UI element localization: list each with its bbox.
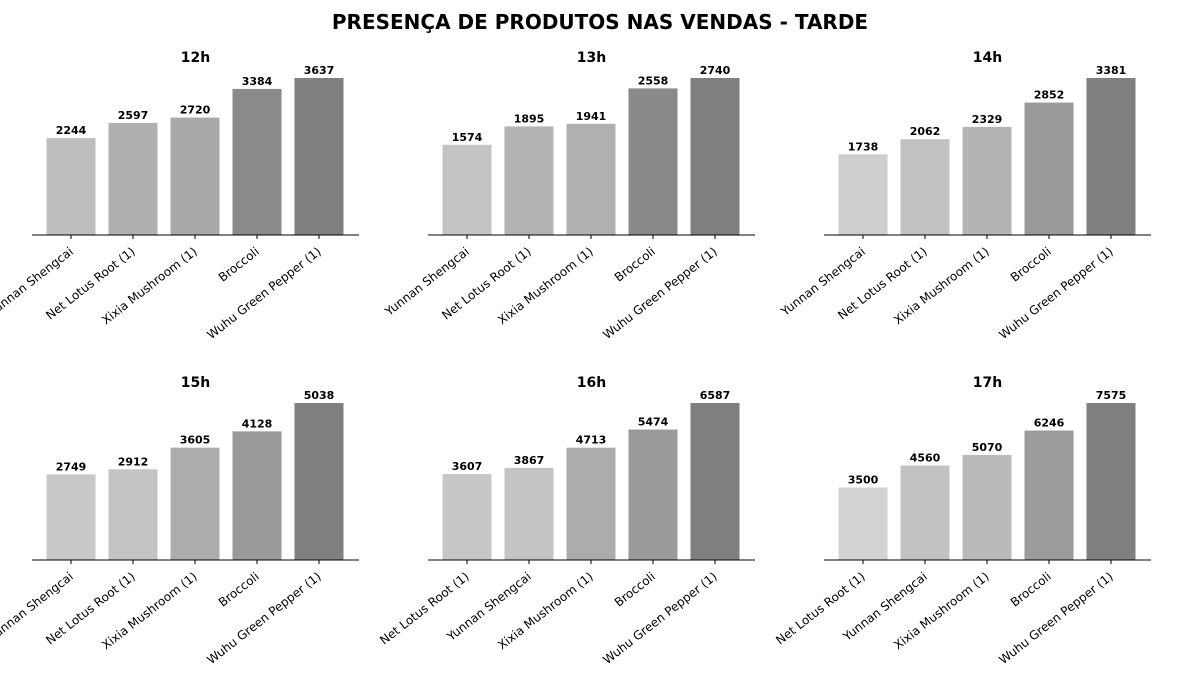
x-tick-label: Broccoli <box>612 569 658 609</box>
data-label: 3607 <box>452 460 483 473</box>
data-label: 2852 <box>1034 89 1065 102</box>
data-label: 4128 <box>242 417 273 430</box>
data-label: 2558 <box>638 74 669 87</box>
chart-title: 14h <box>973 50 1002 66</box>
chart-title: 13h <box>577 50 606 66</box>
x-tick-label: Wuhu Green Pepper (1) <box>204 569 324 667</box>
data-label: 1738 <box>848 140 879 153</box>
data-label: 2244 <box>56 124 87 137</box>
x-tick-label: Broccoli <box>1008 569 1054 609</box>
x-tick-label: Wuhu Green Pepper (1) <box>996 244 1116 342</box>
data-label: 5070 <box>972 441 1003 454</box>
data-label: 5038 <box>304 389 335 402</box>
data-label: 1941 <box>576 110 607 123</box>
bar-yunnan-shengcai <box>46 138 96 235</box>
bar-net-lotus-root-1 <box>108 469 158 560</box>
bar-yunnan-shengcai <box>504 467 554 560</box>
bar-net-lotus-root-1 <box>504 126 554 235</box>
bar-wuhu-green-pepper-1 <box>690 403 740 560</box>
chart-title: 16h <box>577 375 606 391</box>
data-label: 2740 <box>700 64 731 77</box>
data-label: 2912 <box>118 455 149 468</box>
bar-broccoli <box>1024 102 1074 235</box>
data-label: 3384 <box>242 75 273 88</box>
data-label: 1895 <box>514 112 545 125</box>
data-label: 2749 <box>56 460 87 473</box>
data-label: 4560 <box>910 451 941 464</box>
bar-yunnan-shengcai <box>46 474 96 560</box>
x-tick-label: Wuhu Green Pepper (1) <box>600 569 720 667</box>
data-label: 2329 <box>972 113 1003 126</box>
bar-wuhu-green-pepper-1 <box>1086 403 1136 560</box>
data-label: 5474 <box>638 416 669 429</box>
x-tick-label: Broccoli <box>216 569 262 609</box>
bar-broccoli <box>232 431 282 560</box>
bar-yunnan-shengcai <box>900 465 950 560</box>
data-label: 2597 <box>118 109 149 122</box>
bar-xixia-mushroom-1 <box>170 447 220 560</box>
bar-net-lotus-root-1 <box>838 487 888 560</box>
data-label: 3637 <box>304 64 335 77</box>
bar-net-lotus-root-1 <box>108 122 158 235</box>
bar-xixia-mushroom-1 <box>170 117 220 235</box>
x-tick-label: Broccoli <box>216 244 262 284</box>
data-label: 3500 <box>848 473 879 486</box>
bar-net-lotus-root-1 <box>442 474 492 560</box>
x-tick-label: Wuhu Green Pepper (1) <box>600 244 720 342</box>
bar-wuhu-green-pepper-1 <box>294 403 344 560</box>
chart-title: 15h <box>181 375 210 391</box>
bar-xixia-mushroom-1 <box>962 454 1012 560</box>
x-tick-label: Broccoli <box>612 244 658 284</box>
data-label: 1574 <box>452 131 483 144</box>
page-title: PRESENÇA DE PRODUTOS NAS VENDAS - TARDE <box>331 10 869 34</box>
data-label: 6587 <box>700 389 731 402</box>
bar-xixia-mushroom-1 <box>962 126 1012 235</box>
data-label: 3605 <box>180 434 211 447</box>
data-label: 3381 <box>1096 64 1127 77</box>
x-tick-label: Wuhu Green Pepper (1) <box>996 569 1116 667</box>
bar-wuhu-green-pepper-1 <box>294 78 344 235</box>
x-tick-label: Wuhu Green Pepper (1) <box>204 244 324 342</box>
data-label: 2062 <box>910 125 941 138</box>
bar-broccoli <box>1024 430 1074 560</box>
bar-wuhu-green-pepper-1 <box>690 78 740 235</box>
bar-yunnan-shengcai <box>442 144 492 235</box>
chart-title: 17h <box>973 375 1002 391</box>
bar-broccoli <box>628 88 678 235</box>
data-label: 4713 <box>576 434 607 447</box>
data-label: 3867 <box>514 454 545 467</box>
bar-net-lotus-root-1 <box>900 139 950 235</box>
bar-wuhu-green-pepper-1 <box>1086 78 1136 235</box>
bar-broccoli <box>628 429 678 560</box>
x-tick-label: Broccoli <box>1008 244 1054 284</box>
data-label: 2720 <box>180 104 211 117</box>
data-label: 6246 <box>1034 417 1065 430</box>
chart-title: 12h <box>181 50 210 66</box>
bar-yunnan-shengcai <box>838 154 888 235</box>
data-label: 7575 <box>1096 389 1127 402</box>
bar-xixia-mushroom-1 <box>566 123 616 235</box>
bar-broccoli <box>232 88 282 236</box>
bar-xixia-mushroom-1 <box>566 447 616 560</box>
